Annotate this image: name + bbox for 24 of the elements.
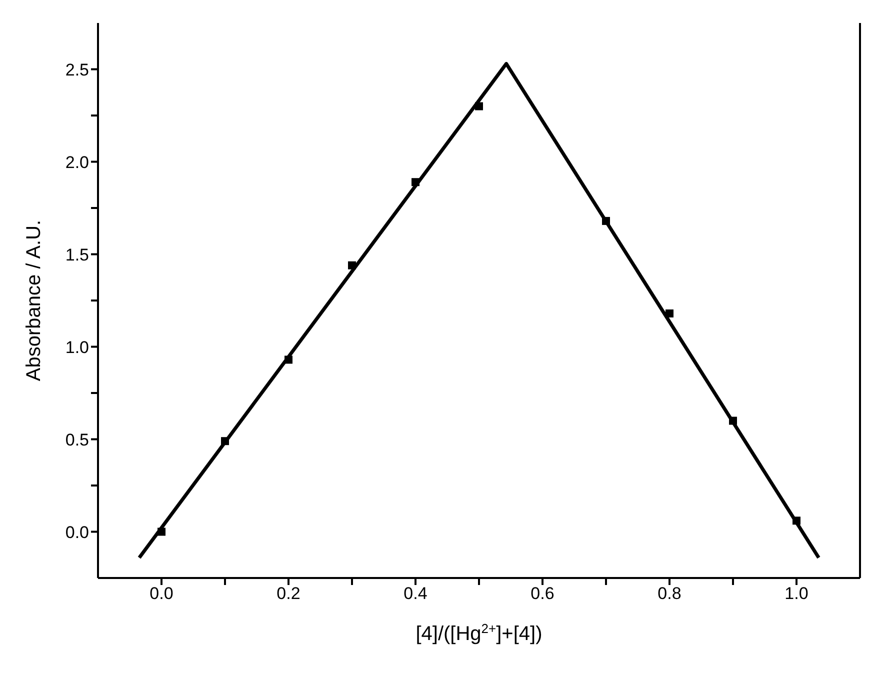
x-tick-label: 0.4: [404, 584, 428, 604]
y-tick-label: 0.0: [65, 522, 89, 542]
x-tick-label: 0.6: [530, 584, 554, 604]
point: [221, 437, 229, 446]
point: [158, 528, 166, 536]
point: [792, 516, 800, 525]
point: [412, 178, 420, 186]
y-tick-label: 1.5: [65, 245, 89, 264]
x-axis-title: [4]/([Hg$^{2+}$]+[4]): [416, 620, 542, 645]
y-tick-label: 1.0: [65, 338, 89, 357]
point: [729, 416, 737, 425]
y-tick-label: 0.5: [65, 430, 89, 450]
point: [602, 216, 610, 225]
y-tick-label: 2.0: [65, 152, 89, 172]
x-tick-label: 0.2: [276, 584, 300, 604]
point: [284, 356, 292, 364]
point: [475, 102, 483, 110]
y-tick-label: 2.5: [65, 60, 89, 80]
point: [666, 309, 674, 318]
y-axis-title: Absorbance / A.U.: [23, 220, 45, 382]
x-tick-label: 0.8: [658, 584, 682, 604]
point: [348, 261, 356, 270]
x-tick-label: 1.0: [784, 584, 808, 604]
x-tick-label: 0.0: [150, 584, 174, 604]
